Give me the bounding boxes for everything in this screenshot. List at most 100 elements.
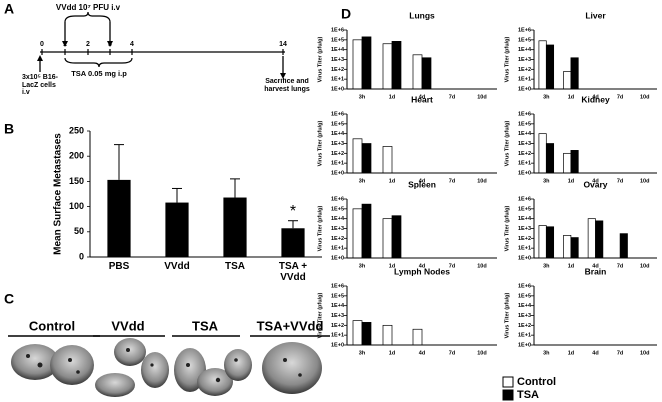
x-tick-label: 3h [359,94,366,100]
y-tick-label: 1E+4 [518,131,532,137]
y-tick-label: 1E+6 [331,111,344,117]
bar [361,203,372,259]
bar [412,54,423,90]
y-tick-label: 1E+4 [331,303,345,309]
y-tick-label: 1E+1 [331,77,344,83]
chart-title: Heart [411,94,433,104]
bar [538,225,547,259]
chart-title: Spleen [408,179,436,189]
x-tick-label: 3h [543,178,550,184]
y-tick-label: 1E+6 [331,196,344,202]
bar [361,36,372,90]
y-tick-label: 1E+3 [518,226,531,232]
y-axis-label: Virus Titer (pfu/g) [504,121,510,167]
x-tick-label: 10d [640,178,649,184]
y-tick-label: 1E+0 [331,170,344,176]
legend-label: Control [517,376,556,388]
photo-label: TSA+VVdd [257,318,324,333]
x-tick-label: 10d [477,350,486,356]
x-tick-label: 3h [359,350,366,356]
y-tick-label: 1E+6 [518,283,531,289]
x-tick-label: 7d [449,350,455,356]
lung-photo [224,349,252,381]
bar [538,40,547,90]
lung-photo [141,352,169,388]
x-tick-label: 4d [419,263,425,269]
panel-label: B [4,121,14,137]
x-tick-label: 4d [419,94,425,100]
y-tick-label: 150 [69,176,84,186]
y-tick-label: 1E+0 [331,342,344,348]
bar [570,57,579,90]
lung-photo [95,373,135,397]
x-tick-label: TSA + VVdd [278,261,308,283]
x-tick-label: 4d [592,94,598,100]
x-tick-label-box: VVdd [164,261,190,272]
x-tick-label: 7d [617,94,623,100]
day-label: 2 [86,41,90,48]
bar [361,322,372,346]
y-tick-label: 1E+3 [518,141,531,147]
y-tick-label: 1E+2 [518,151,531,157]
y-tick-label: 1E+2 [331,67,344,73]
cells-label: 3x10⁵ B16-LacZ cells i.v [22,74,58,97]
y-tick-label: 50 [74,226,84,236]
y-tick-label: 1E+0 [518,170,531,176]
bar [563,152,572,174]
y-tick-label: 1E+3 [331,313,344,319]
y-tick-label: 250 [69,125,84,135]
bar [165,202,189,257]
y-tick-label: 1E+2 [518,67,531,73]
bar [619,233,628,259]
chart-title: Lymph Nodes [394,266,450,276]
chart-title: Ovary [583,179,607,189]
day-label: 3 [108,41,112,48]
y-tick-label: 1E+2 [518,323,531,329]
y-tick-label: 1E+1 [518,333,531,339]
y-tick-label: 1E+6 [331,27,344,33]
y-tick-label: 1E+3 [331,57,344,63]
legend-swatch [502,389,514,401]
y-tick-label: 1E+3 [331,141,344,147]
day-label: 1 [63,41,67,48]
y-tick-label: 1E+6 [331,283,344,289]
bar [382,218,393,259]
bar [352,320,363,346]
day-label: 14 [279,41,287,48]
y-tick-label: 1E+0 [518,86,531,92]
bar [382,146,393,174]
treatment-label: TSA 0.05 mg i.p [71,69,127,78]
chart-title: Brain [585,266,607,276]
y-tick-label: 1E+1 [518,77,531,83]
chart-title: Kidney [581,94,610,104]
day-label: 0 [40,41,44,48]
x-tick-label: 3h [543,350,550,356]
end-label: Sacrifice and harvest lungs [264,78,310,93]
photo-spots [26,348,302,383]
bar [545,226,555,259]
y-tick-label: 1E+2 [331,151,344,157]
x-tick-label: 1d [568,350,574,356]
y-tick-label: 1E+5 [518,293,531,299]
x-tick-label: 1d [389,350,395,356]
x-tick-label: 4d [592,263,598,269]
bar [563,235,572,259]
bar [107,179,131,257]
y-tick-label: 1E+4 [518,303,532,309]
x-tick-label: 10d [477,178,486,184]
y-tick-label: 0 [79,251,84,261]
x-tick-label: 4d [419,178,425,184]
y-axis-label: Virus Titer (pfu/g) [317,121,323,167]
y-tick-label: 1E+1 [518,246,531,252]
bar [352,208,363,259]
bar [421,57,432,90]
y-tick-label: 1E+2 [331,323,344,329]
y-axis-label: Virus Titer (pfu/g) [317,293,323,339]
photo-label: VVdd [111,318,144,333]
y-tick-label: 1E+5 [518,37,531,43]
x-tick-label-box: TSA + VVdd [278,261,308,283]
bar [412,328,423,346]
y-tick-label: 1E+0 [331,86,344,92]
x-tick-label: 1d [568,178,574,184]
bar [538,133,547,174]
